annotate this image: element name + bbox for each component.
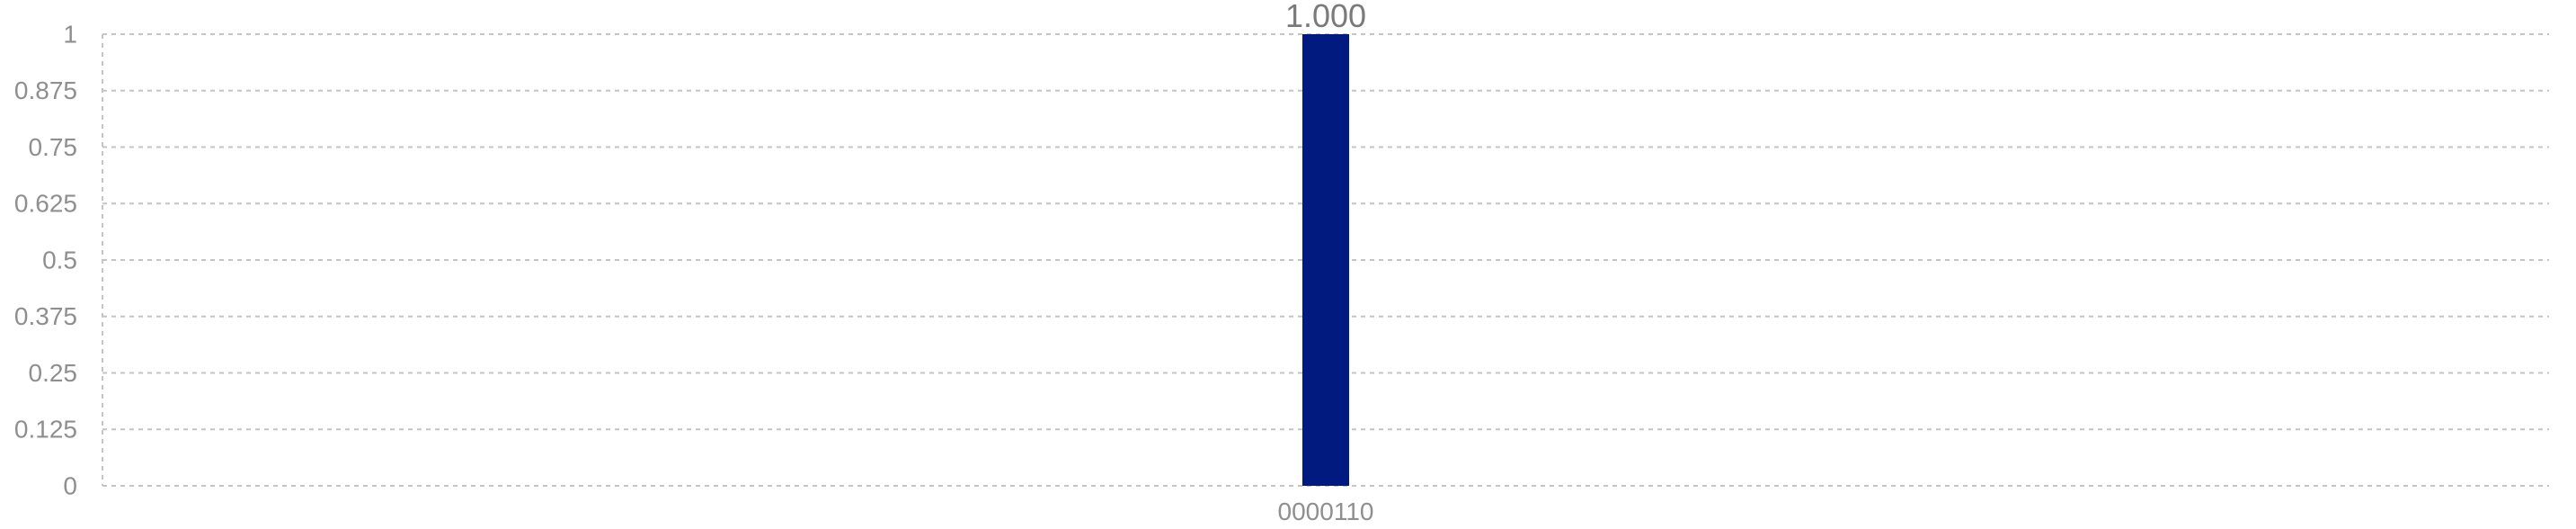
y-tick-label: 0.875: [14, 76, 77, 104]
y-tick-label: 0.25: [29, 359, 78, 387]
y-tick-label: 0: [63, 471, 77, 499]
x-tick-label: 0000110: [1278, 498, 1374, 525]
y-tick-label: 0.125: [14, 416, 77, 444]
bar-0000110[interactable]: [1302, 34, 1349, 486]
x-axis-ticks: 0000110: [1278, 498, 1374, 525]
y-tick-label: 1: [63, 20, 77, 48]
y-tick-label: 0.375: [14, 302, 77, 330]
y-tick-label: 0.625: [14, 190, 77, 218]
bar-value-labels: 1.000: [1285, 0, 1366, 34]
y-tick-label: 0.75: [29, 133, 78, 161]
y-axis-ticks: 0 0.125 0.25 0.375 0.5 0.625 0.75 0.875 1: [14, 20, 77, 499]
bars: [1302, 34, 1349, 486]
y-tick-label: 0.5: [42, 246, 77, 273]
bar-value-label: 1.000: [1285, 0, 1366, 34]
